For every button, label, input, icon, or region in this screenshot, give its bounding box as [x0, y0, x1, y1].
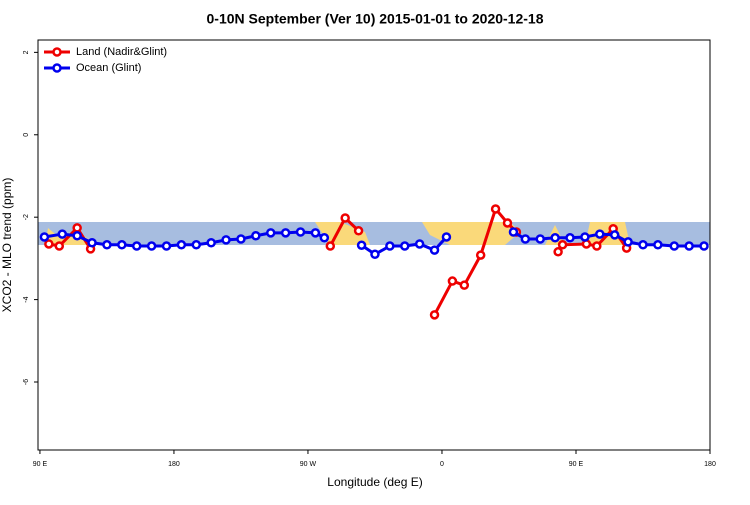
- point: [310, 228, 321, 238]
- point: [131, 241, 142, 251]
- point: [265, 228, 276, 238]
- point: [609, 230, 620, 240]
- point: [146, 241, 157, 251]
- point: [44, 239, 54, 249]
- point: [429, 245, 440, 255]
- point: [295, 227, 306, 237]
- point: [57, 229, 68, 239]
- point: [399, 241, 410, 251]
- y-tick-label: 0: [23, 133, 30, 137]
- point: [429, 310, 440, 320]
- point: [221, 235, 231, 245]
- point: [669, 241, 680, 251]
- point: [176, 240, 187, 250]
- y-tick-label: -4: [23, 296, 30, 302]
- point: [72, 223, 82, 233]
- x-tick-label: 90 E: [569, 461, 584, 468]
- legend-label: Land (Nadir&Glint): [76, 46, 167, 58]
- point: [502, 218, 513, 228]
- point: [414, 239, 425, 249]
- point: [520, 234, 531, 244]
- x-tick-label: 180: [704, 461, 716, 468]
- legend-marker: [52, 47, 62, 57]
- point: [251, 230, 261, 241]
- point: [72, 230, 82, 241]
- point: [638, 240, 648, 250]
- point: [206, 237, 216, 248]
- point: [699, 241, 709, 251]
- point: [441, 232, 452, 242]
- point: [684, 241, 694, 251]
- point: [592, 241, 602, 251]
- point: [508, 227, 519, 237]
- point: [102, 240, 112, 250]
- y-axis-label: XCO2 - MLO trend (ppm): [0, 178, 14, 313]
- point: [595, 229, 605, 239]
- point: [447, 276, 458, 286]
- point: [565, 233, 575, 243]
- point: [39, 232, 50, 242]
- point: [370, 249, 380, 260]
- point: [535, 234, 546, 244]
- y-tick-label: -2: [23, 214, 30, 220]
- chart-title: 0-10N September (Ver 10) 2015-01-01 to 2…: [207, 11, 544, 27]
- x-tick-label: 0: [440, 461, 444, 468]
- x-tick-label: 90 W: [300, 461, 317, 468]
- point: [87, 237, 97, 248]
- x-axis-label: Longitude (deg E): [327, 475, 422, 489]
- point: [550, 233, 560, 243]
- legend-marker: [52, 63, 62, 73]
- point: [653, 240, 663, 250]
- point: [191, 240, 202, 250]
- point: [580, 232, 590, 242]
- x-tick-label: 90 E: [33, 461, 48, 468]
- point: [340, 213, 350, 223]
- point: [54, 241, 65, 251]
- point: [459, 280, 470, 290]
- point: [280, 228, 291, 238]
- point: [557, 240, 568, 250]
- point: [161, 241, 172, 251]
- point: [490, 204, 501, 214]
- point: [623, 237, 633, 247]
- y-tick-label: 2: [23, 50, 30, 54]
- x-tick-label: 180: [168, 461, 180, 468]
- point: [236, 234, 246, 244]
- point: [385, 241, 395, 251]
- point: [325, 241, 336, 251]
- point: [553, 247, 563, 257]
- point: [356, 240, 367, 250]
- point: [475, 250, 486, 260]
- point: [319, 233, 330, 243]
- legend-label: Ocean (Glint): [76, 62, 141, 74]
- plot-frame: [37, 39, 711, 451]
- y-tick-label: -6: [23, 379, 30, 385]
- point: [353, 226, 364, 236]
- point: [117, 240, 127, 250]
